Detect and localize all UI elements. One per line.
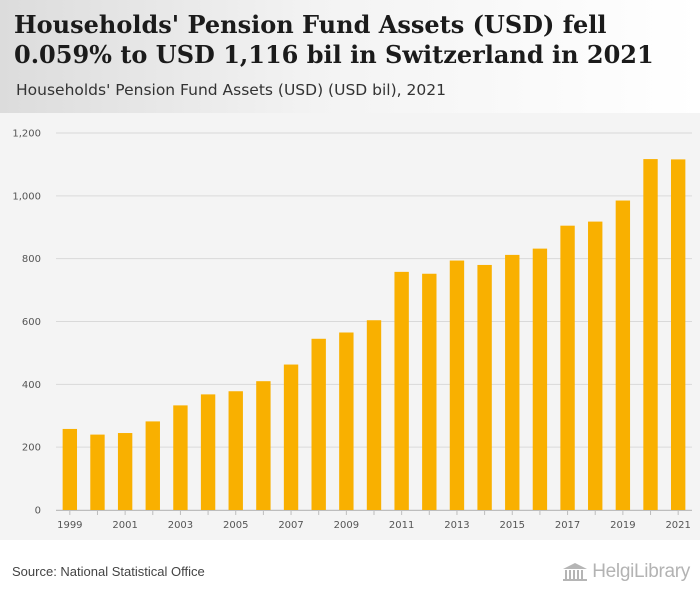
bar	[145, 421, 160, 510]
y-tick-label: 1,000	[12, 191, 41, 202]
bar	[228, 391, 243, 510]
bar	[200, 394, 216, 510]
x-tick-label: 2005	[223, 520, 248, 531]
y-tick-label: 600	[22, 317, 41, 328]
source-note: Source: National Statistical Office	[12, 564, 205, 579]
bar	[311, 338, 326, 510]
y-tick-label: 0	[35, 506, 41, 517]
y-tick-label: 1,200	[12, 129, 41, 140]
y-tick-label: 800	[22, 254, 41, 265]
x-tick-label: 2001	[112, 520, 137, 531]
bar	[560, 225, 575, 510]
helgi-library-logo: HelgiLibrary	[562, 560, 690, 584]
x-tick-label: 2015	[500, 520, 525, 531]
x-tick-label: 2011	[389, 520, 414, 531]
x-tick-label: 1999	[57, 520, 82, 531]
x-tick-label: 2013	[444, 520, 469, 531]
bar	[615, 200, 631, 510]
x-tick-label: 2007	[278, 520, 303, 531]
bar	[588, 221, 603, 510]
bar	[62, 428, 78, 510]
bar	[643, 159, 658, 510]
bar	[449, 260, 465, 510]
bar	[173, 405, 188, 510]
chart-title: Households' Pension Fund Assets (USD) fe…	[14, 10, 654, 69]
bar	[256, 381, 271, 510]
x-tick-label: 2003	[168, 520, 193, 531]
x-tick-label: 2017	[555, 520, 580, 531]
bar-chart: 0 200 400 600 800 1,000 1,200 1999 2001 2003 2005 2…	[12, 129, 692, 531]
y-tick-label: 400	[22, 380, 41, 391]
x-tick-label: 2021	[665, 520, 690, 531]
logo-text: HelgiLibrary	[592, 561, 690, 582]
bar	[505, 254, 520, 510]
bar	[394, 271, 409, 510]
bar	[422, 273, 437, 510]
y-tick-label: 200	[22, 443, 41, 454]
x-tick-label: 2019	[610, 520, 635, 531]
bar	[477, 264, 492, 510]
bar	[283, 364, 299, 510]
chart-header: Households' Pension Fund Assets (USD) fe…	[0, 0, 700, 113]
x-tick-label: 2009	[334, 520, 359, 531]
bar	[117, 433, 133, 510]
bar	[366, 320, 382, 510]
bar	[532, 248, 548, 510]
bar	[670, 159, 686, 510]
bar	[90, 434, 105, 510]
chart-subtitle: Households' Pension Fund Assets (USD) (U…	[16, 81, 446, 99]
bar	[339, 332, 354, 510]
library-building-icon	[563, 563, 588, 581]
